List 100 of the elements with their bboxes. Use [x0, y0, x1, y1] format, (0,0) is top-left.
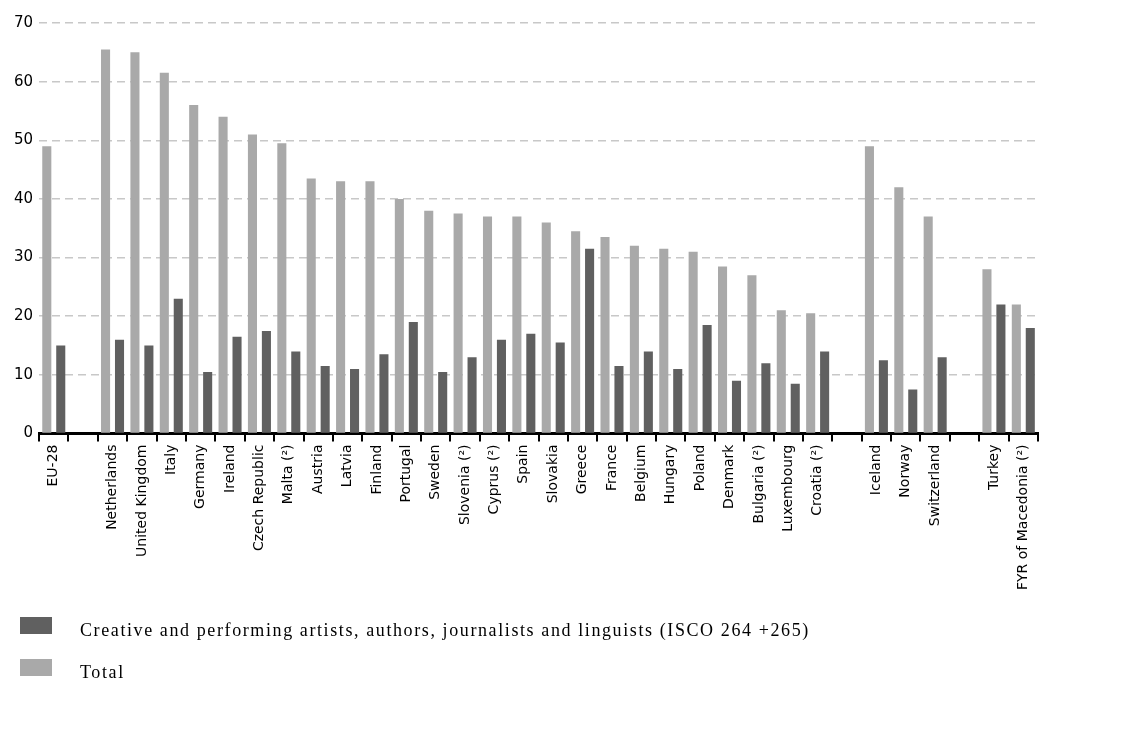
bar: [982, 269, 992, 433]
bar: [379, 354, 389, 433]
x-tick-label: Turkey: [984, 444, 1001, 492]
bar: [144, 345, 154, 433]
x-tick-label: FYR of Macedonia (²): [1013, 444, 1030, 591]
x-tick-label: Latvia: [338, 444, 355, 488]
bar: [1011, 304, 1021, 433]
bar: [614, 366, 624, 433]
bar: [424, 210, 434, 433]
bar: [996, 304, 1006, 433]
x-tick-label: Germany: [191, 444, 208, 509]
x-tick-label: Malta (²): [279, 444, 296, 505]
x-tick-label: Bulgaria (²): [749, 444, 766, 524]
bar: [673, 369, 683, 433]
bar: [247, 134, 257, 433]
bar: [571, 231, 581, 433]
y-tick-label: 10: [13, 364, 34, 383]
x-tick-label: United Kingdom: [132, 444, 149, 557]
bar: [101, 49, 111, 433]
bar: [761, 363, 771, 433]
bar: [541, 222, 551, 433]
bar: [702, 325, 712, 433]
bar: [512, 216, 522, 433]
bar: [350, 369, 360, 433]
bar: [659, 248, 669, 433]
x-tick-label: Luxembourg: [778, 444, 795, 532]
x-tick-label: Czech Republic: [250, 444, 267, 552]
bar: [203, 371, 213, 433]
bar: [365, 181, 375, 433]
bar: [894, 187, 904, 433]
legend-label: Creative and performing artists, authors, journalists and linguists (ISCO 264 +265): [80, 619, 811, 642]
bar: [747, 275, 757, 433]
bar: [643, 351, 653, 433]
bar: [878, 360, 888, 433]
bar: [496, 339, 506, 433]
x-tick-label: Switzerland: [925, 444, 942, 527]
x-tick-label: Slovakia: [543, 444, 560, 504]
bar: [1025, 327, 1035, 433]
bar: [291, 351, 301, 433]
y-tick-label: 0: [23, 423, 34, 442]
bar: [218, 116, 228, 433]
x-tick-label: Finland: [367, 444, 384, 495]
bar: [159, 72, 169, 433]
bar: [42, 146, 52, 433]
bar: [261, 330, 271, 433]
bar: [585, 248, 595, 433]
bar: [790, 383, 800, 433]
bar: [482, 216, 493, 433]
bar: [923, 216, 933, 433]
x-tick-label: Denmark: [720, 443, 737, 509]
x-tick-label: Ireland: [220, 444, 237, 493]
x-tick-label: EU-28: [44, 444, 61, 487]
x-tick-label: Sweden: [426, 444, 443, 500]
x-tick-label: Norway: [896, 444, 913, 498]
y-tick-label: 60: [13, 71, 34, 90]
bar: [908, 389, 918, 433]
x-tick-label: Cyprus (²): [485, 444, 502, 515]
bar: [394, 198, 404, 433]
legend-label: Total: [80, 661, 126, 684]
bar: [937, 357, 947, 433]
x-tick-label: Netherlands: [103, 444, 120, 530]
bar: [56, 345, 66, 433]
x-tick-label: Slovenia (²): [455, 444, 472, 526]
x-tick-label: Spain: [514, 444, 531, 484]
bar: [864, 146, 874, 433]
bar: [688, 251, 698, 433]
bar: [467, 357, 477, 433]
bar: [114, 339, 125, 433]
y-tick-label: 30: [13, 247, 34, 266]
bar: [806, 313, 816, 433]
x-tick-label: Belgium: [632, 444, 649, 502]
y-tick-label: 40: [13, 188, 34, 207]
x-tick-label: Poland: [690, 444, 707, 492]
bar: [438, 371, 448, 433]
bar: [776, 310, 786, 433]
x-tick-label: Croatia (²): [808, 444, 825, 516]
x-tick-label: Hungary: [661, 444, 678, 505]
bar: [600, 237, 610, 433]
bar: [130, 52, 140, 433]
bar: [555, 342, 565, 433]
bar: [408, 322, 418, 433]
y-tick-label: 20: [13, 306, 34, 325]
y-tick-label: 50: [13, 130, 34, 149]
x-tick-label: Austria: [308, 444, 325, 494]
bar: [306, 178, 316, 433]
bar: [232, 336, 242, 433]
x-tick-label: Italy: [161, 444, 178, 475]
bar: [320, 366, 330, 433]
x-tick-label: Portugal: [396, 444, 413, 503]
y-tick-label: 70: [13, 12, 34, 31]
bar: [453, 213, 463, 433]
bar: [189, 105, 199, 433]
bar: [718, 266, 728, 433]
bar: [336, 181, 346, 433]
bar: [629, 245, 639, 433]
x-tick-label: Greece: [573, 444, 590, 495]
bar: [526, 333, 536, 433]
bar: [731, 380, 742, 433]
bar: [173, 298, 183, 433]
bar: [277, 143, 287, 433]
